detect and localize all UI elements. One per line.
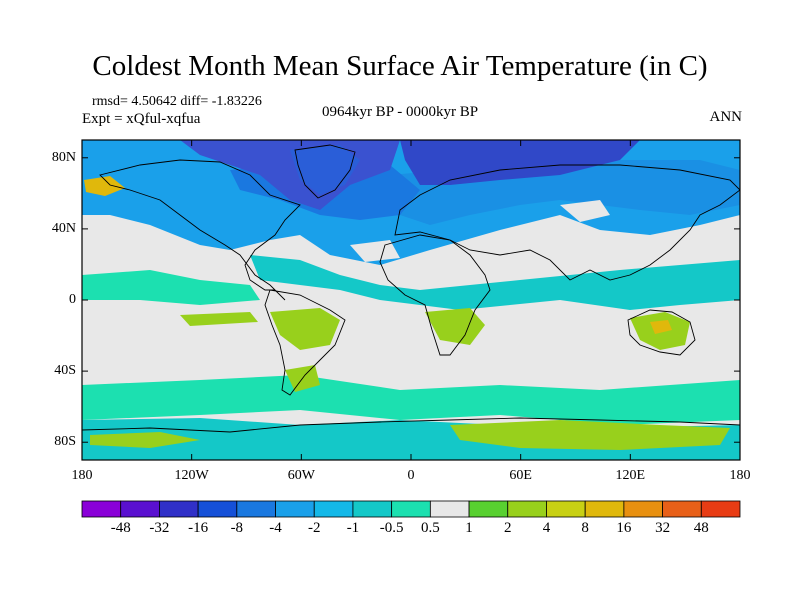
coast-south-america [264,289,346,396]
colorbar-label: 32 [655,520,671,536]
y-tick-label: 80N [51,149,76,165]
x-tick-label: 60W [287,468,315,483]
figure-title: Coldest Month Mean Surface Air Temperatu… [92,50,708,82]
colorbar-label: -2 [307,520,321,536]
colorbar-swatch [313,500,354,518]
tropics-band-field [250,255,740,310]
colorbar-swatch [584,500,625,518]
coast-antarctica [82,417,740,433]
colorbar-label: -48 [110,520,131,536]
axis-ticks [81,140,741,460]
coast-eurasia [394,164,740,281]
colorbar-label: -32 [149,520,170,536]
coastlines [82,144,740,433]
colorbar-label: 1 [465,520,473,536]
coast-africa [379,234,491,356]
atlantic-white-gap [350,240,400,262]
colorbar-label: -1 [346,520,360,536]
y-tick-label: 80S [54,434,76,450]
colorbar-label: -8 [230,520,244,536]
x-tick-label: 0 [407,468,415,483]
antarctic-warm-west [90,432,200,448]
colorbar-swatch [546,500,586,518]
x-tick-label: 180 [71,468,93,483]
colorbar-label: 16 [616,520,632,536]
southern-cyan-band [82,375,740,425]
coast-australia [627,309,696,356]
colorbar-label: -0.5 [379,520,404,536]
y-tick-label: 0 [69,292,76,307]
colorbar-swatch [623,500,663,518]
colorbar-swatch [197,500,238,518]
x-tick-label: 180 [729,468,751,483]
colorbar-swatch [120,500,160,518]
colorbar-swatch [352,500,393,518]
colorbar-swatch [391,500,431,518]
map-field [82,140,740,460]
colorbar-swatch [275,500,315,518]
y-tick-label: 40S [54,363,76,379]
antarctic-warm-field [450,420,730,450]
coast-north-america [99,159,301,301]
y-tick-label: 40N [51,220,76,236]
africa-warm-field [425,308,485,345]
colorbar-label: 8 [581,520,589,536]
colorbar-label: -4 [269,520,282,536]
alaska-warm-field [84,176,125,196]
period-label: 0964kyr BP - 0000kyr BP [321,104,479,120]
white-pacific-tongue [82,225,240,278]
colorbar-swatch [236,500,276,518]
colorbar-swatch [700,500,741,518]
colorbar-swatch [81,500,122,518]
eastern-pacific-band [82,270,260,305]
greenland-field [290,145,360,195]
colorbar-label: -16 [188,520,209,536]
colorbar-swatch [662,500,702,518]
colorbar-swatch [159,500,199,518]
colorbar-label: 4 [542,520,551,536]
arctic-eurasia-field [400,140,640,185]
australia-orange-patch [650,320,672,334]
x-tick-label: 120W [174,468,209,483]
x-tick-label: 120E [615,468,646,483]
x-tick-label: 60E [509,468,532,483]
experiment-label: Expt = xQful-xqfua [82,111,201,127]
pacific-warm-stripe [180,312,258,326]
colorbar-swatch [429,500,470,518]
colorbar-swatch [468,500,509,518]
south-america-warm-field [270,308,340,350]
coast-greenland [294,144,356,199]
season-label: ANN [709,109,743,125]
stats-line: rmsd= 4.50642 diff= -1.83226 [92,94,262,109]
siberia-white-gap [560,200,610,222]
colorbar-label: 0.5 [420,520,440,536]
colorbar [81,500,741,518]
colorbar-label: 48 [693,520,709,536]
colorbar-swatch [507,500,547,518]
colorbar-label: 2 [504,520,512,536]
